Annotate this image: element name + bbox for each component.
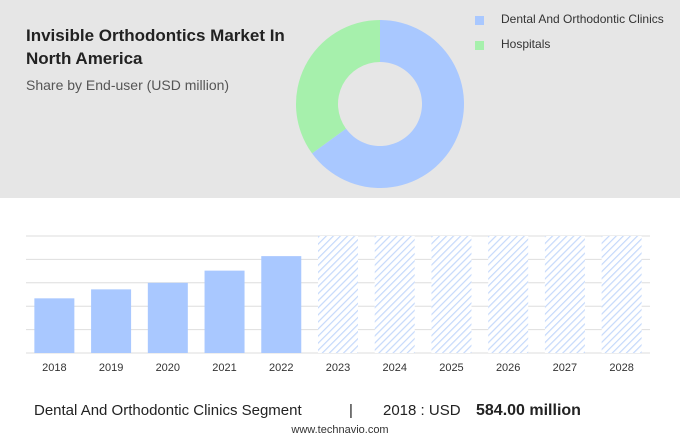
donut-chart: [296, 19, 464, 188]
legend-label-hospitals: Hospitals: [501, 37, 551, 51]
bar-2019: [91, 289, 132, 353]
bar-forecast-2028: [601, 236, 642, 353]
x-tick-label: 2026: [496, 362, 520, 374]
x-tick-label: 2024: [382, 362, 406, 374]
bar-2021: [204, 270, 245, 353]
x-tick-label: 2027: [553, 362, 577, 374]
bar-2018: [34, 298, 75, 353]
x-tick-label: 2028: [609, 362, 633, 374]
legend-swatch-clinics: [475, 16, 484, 25]
bar-forecast-2027: [544, 236, 585, 353]
bar-forecast-2024: [374, 236, 415, 353]
chart-subtitle: Share by End-user (USD million): [26, 77, 230, 93]
bar-2020: [147, 282, 188, 353]
x-tick-label: 2022: [269, 362, 293, 374]
legend: Dental And Orthodontic Clinics Hospitals: [475, 13, 675, 63]
x-tick-label: 2023: [326, 362, 350, 374]
footer: Dental And Orthodontic Clinics Segment |…: [0, 400, 680, 422]
footer-segment-label: Dental And Orthodontic Clinics Segment: [34, 402, 302, 419]
footer-separator: |: [349, 402, 353, 419]
legend-swatch-hospitals: [475, 41, 484, 50]
bar-forecast-2026: [488, 236, 529, 353]
x-tick-label: 2019: [99, 362, 123, 374]
x-tick-label: 2020: [156, 362, 180, 374]
bar-forecast-2025: [431, 236, 472, 353]
x-tick-label: 2018: [42, 362, 66, 374]
footer-year-label: 2018 : USD: [383, 402, 461, 419]
footer-value: 584.00 million: [476, 402, 581, 419]
summary-panel: Invisible Orthodontics Market In North A…: [0, 0, 680, 198]
bar-chart: 2018 2019 2020 2021 2022 2023 2024 2025 2026 2027…: [26, 235, 650, 374]
x-tick-label: 2021: [212, 362, 236, 374]
donut-slice-hospitals: [296, 19, 380, 154]
legend-item-hospitals: Hospitals: [475, 38, 675, 50]
x-tick-label: 2025: [439, 362, 463, 374]
legend-item-clinics: Dental And Orthodontic Clinics: [475, 13, 675, 25]
donut-slice-clinics: [312, 20, 464, 188]
chart-title: Invisible Orthodontics Market In North A…: [26, 26, 285, 68]
legend-label-clinics: Dental And Orthodontic Clinics: [501, 12, 664, 26]
bar-forecast-2023: [318, 236, 358, 353]
bar-2022: [261, 256, 302, 353]
website-url: www.technavio.com: [291, 424, 389, 436]
